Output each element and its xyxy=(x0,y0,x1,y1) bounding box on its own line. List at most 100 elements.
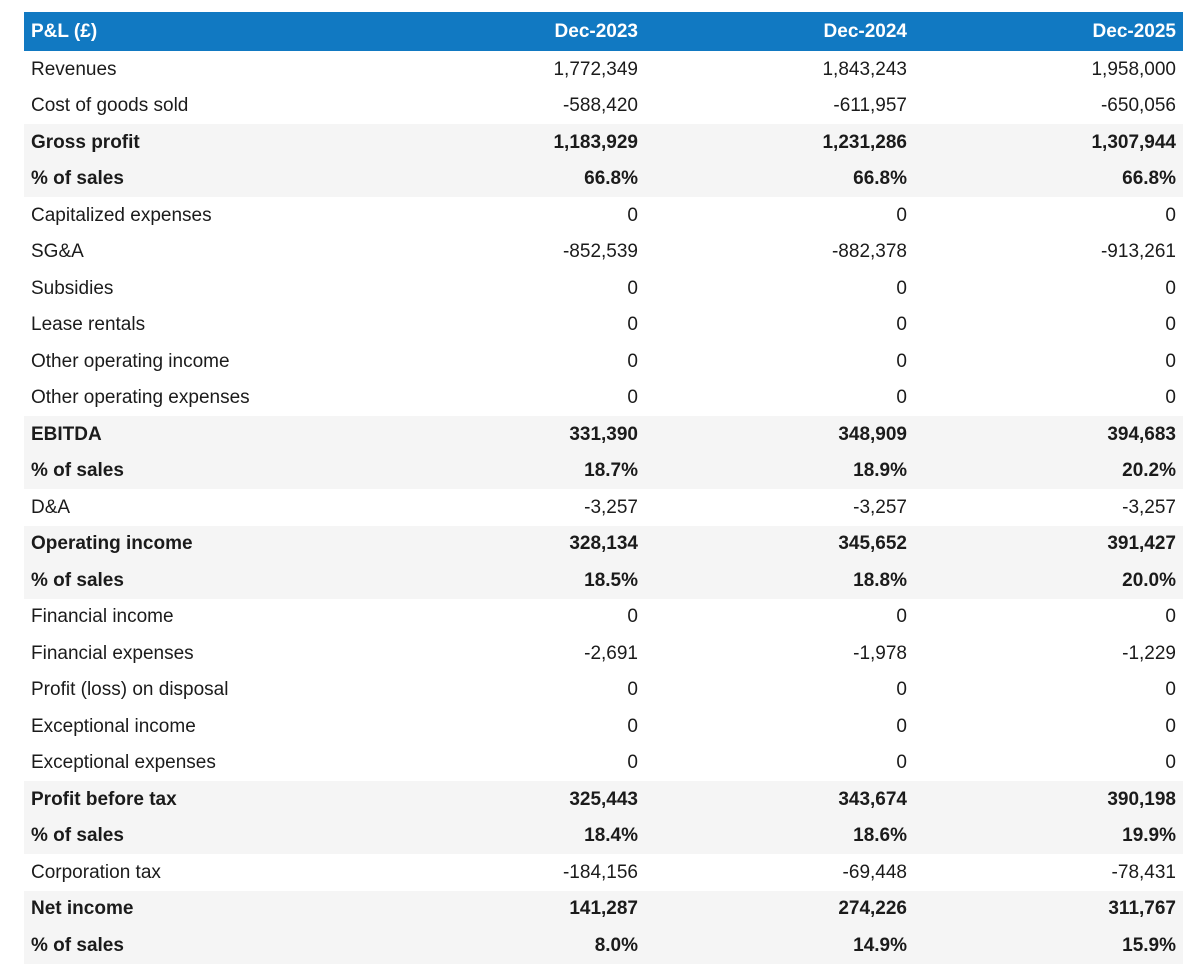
pnl-table-body: Revenues 1,772,349 1,843,243 1,958,000 Cost … xyxy=(24,51,1183,964)
cell-value: 0 xyxy=(376,197,645,234)
cell-value: 66.8% xyxy=(645,160,914,197)
table-row: % of sales 18.4% 18.6% 19.9% xyxy=(24,817,1183,854)
cell-value: 1,183,929 xyxy=(376,124,645,161)
cell-value: 0 xyxy=(914,671,1183,708)
cell-value: 1,958,000 xyxy=(914,51,1183,88)
cell-value: -3,257 xyxy=(376,489,645,526)
table-row: % of sales 8.0% 14.9% 15.9% xyxy=(24,927,1183,964)
cell-value: 18.5% xyxy=(376,562,645,599)
cell-value: -2,691 xyxy=(376,635,645,672)
cell-value: 0 xyxy=(914,343,1183,380)
cell-value: 19.9% xyxy=(914,817,1183,854)
row-label: Subsidies xyxy=(24,270,376,307)
cell-value: 15.9% xyxy=(914,927,1183,964)
table-row: Subsidies 0 0 0 xyxy=(24,270,1183,307)
row-label: Gross profit xyxy=(24,124,376,161)
table-row: Cost of goods sold -588,420 -611,957 -650,0… xyxy=(24,87,1183,124)
cell-value: 66.8% xyxy=(914,160,1183,197)
cell-value: 0 xyxy=(645,379,914,416)
table-row: Financial expenses -2,691 -1,978 -1,229 xyxy=(24,635,1183,672)
cell-value: -882,378 xyxy=(645,233,914,270)
row-label: Other operating expenses xyxy=(24,379,376,416)
cell-value: 0 xyxy=(645,708,914,745)
cell-value: 311,767 xyxy=(914,890,1183,927)
table-row: D&A -3,257 -3,257 -3,257 xyxy=(24,489,1183,526)
row-label: % of sales xyxy=(24,817,376,854)
cell-value: 0 xyxy=(645,197,914,234)
cell-value: 394,683 xyxy=(914,416,1183,453)
table-row: Profit (loss) on disposal 0 0 0 xyxy=(24,671,1183,708)
cell-value: 1,843,243 xyxy=(645,51,914,88)
cell-value: 331,390 xyxy=(376,416,645,453)
cell-value: 328,134 xyxy=(376,525,645,562)
table-row: Gross profit 1,183,929 1,231,286 1,307,944 xyxy=(24,124,1183,161)
cell-value: -184,156 xyxy=(376,854,645,891)
row-label: Financial expenses xyxy=(24,635,376,672)
cell-value: 20.2% xyxy=(914,452,1183,489)
cell-value: 0 xyxy=(914,270,1183,307)
cell-value: 343,674 xyxy=(645,781,914,818)
pnl-table-header: P&L (£) Dec-2023 Dec-2024 Dec-2025 xyxy=(24,12,1183,51)
cell-value: 18.7% xyxy=(376,452,645,489)
row-label: Corporation tax xyxy=(24,854,376,891)
row-label: Lease rentals xyxy=(24,306,376,343)
cell-value: 0 xyxy=(376,343,645,380)
cell-value: 0 xyxy=(914,598,1183,635)
row-label: Financial income xyxy=(24,598,376,635)
cell-value: -69,448 xyxy=(645,854,914,891)
table-row: Capitalized expenses 0 0 0 xyxy=(24,197,1183,234)
cell-value: -3,257 xyxy=(914,489,1183,526)
cell-value: 18.8% xyxy=(645,562,914,599)
row-label: Exceptional income xyxy=(24,708,376,745)
row-label: SG&A xyxy=(24,233,376,270)
table-row: Operating income 328,134 345,652 391,427 xyxy=(24,525,1183,562)
cell-value: 0 xyxy=(376,379,645,416)
table-row: EBITDA 331,390 348,909 394,683 xyxy=(24,416,1183,453)
cell-value: 8.0% xyxy=(376,927,645,964)
column-header-dec-2024: Dec-2024 xyxy=(645,12,914,51)
cell-value: 66.8% xyxy=(376,160,645,197)
row-label: % of sales xyxy=(24,562,376,599)
row-label: Net income xyxy=(24,890,376,927)
row-label: Profit (loss) on disposal xyxy=(24,671,376,708)
row-label: % of sales xyxy=(24,452,376,489)
cell-value: 391,427 xyxy=(914,525,1183,562)
table-row: Lease rentals 0 0 0 xyxy=(24,306,1183,343)
table-title: P&L (£) xyxy=(24,12,376,51)
table-row: SG&A -852,539 -882,378 -913,261 xyxy=(24,233,1183,270)
cell-value: 18.6% xyxy=(645,817,914,854)
cell-value: 0 xyxy=(376,708,645,745)
row-label: Exceptional expenses xyxy=(24,744,376,781)
cell-value: 18.4% xyxy=(376,817,645,854)
cell-value: 14.9% xyxy=(645,927,914,964)
cell-value: 141,287 xyxy=(376,890,645,927)
cell-value: 325,443 xyxy=(376,781,645,818)
cell-value: -852,539 xyxy=(376,233,645,270)
table-row: Other operating expenses 0 0 0 xyxy=(24,379,1183,416)
cell-value: 0 xyxy=(376,598,645,635)
cell-value: -3,257 xyxy=(645,489,914,526)
cell-value: 1,307,944 xyxy=(914,124,1183,161)
pnl-table: P&L (£) Dec-2023 Dec-2024 Dec-2025 Reven… xyxy=(24,12,1183,964)
cell-value: 0 xyxy=(645,343,914,380)
table-row: Exceptional income 0 0 0 xyxy=(24,708,1183,745)
cell-value: 0 xyxy=(645,671,914,708)
cell-value: 274,226 xyxy=(645,890,914,927)
cell-value: 20.0% xyxy=(914,562,1183,599)
row-label: Cost of goods sold xyxy=(24,87,376,124)
table-row: Profit before tax 325,443 343,674 390,198 xyxy=(24,781,1183,818)
cell-value: -913,261 xyxy=(914,233,1183,270)
table-row: % of sales 18.5% 18.8% 20.0% xyxy=(24,562,1183,599)
cell-value: 0 xyxy=(914,379,1183,416)
row-label: % of sales xyxy=(24,160,376,197)
cell-value: 0 xyxy=(914,744,1183,781)
cell-value: 390,198 xyxy=(914,781,1183,818)
cell-value: 0 xyxy=(645,598,914,635)
cell-value: -650,056 xyxy=(914,87,1183,124)
cell-value: 345,652 xyxy=(645,525,914,562)
row-label: Operating income xyxy=(24,525,376,562)
table-row: Exceptional expenses 0 0 0 xyxy=(24,744,1183,781)
cell-value: 348,909 xyxy=(645,416,914,453)
cell-value: 0 xyxy=(645,270,914,307)
